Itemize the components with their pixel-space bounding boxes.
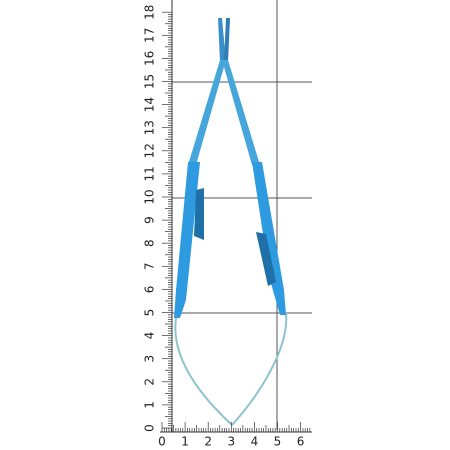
vertical-ruler-label: 18: [143, 5, 157, 20]
horizontal-ruler-label: 6: [297, 435, 305, 449]
horizontal-ruler-label: 1: [181, 435, 189, 449]
vertical-ruler-label: 4: [143, 332, 157, 340]
vertical-ruler-label: 2: [143, 378, 157, 386]
horizontal-ruler-label: 2: [204, 435, 212, 449]
vertical-ruler-label: 3: [143, 355, 157, 363]
vertical-ruler-label: 14: [143, 97, 157, 112]
vertical-ruler-label: 9: [143, 216, 157, 224]
horizontal-ruler-label: 0: [158, 435, 166, 449]
horizontal-ruler-label: 3: [227, 435, 235, 449]
horizontal-ruler-label: 4: [251, 435, 259, 449]
vertical-ruler-label: 5: [143, 309, 157, 317]
vertical-ruler-label: 6: [143, 286, 157, 294]
vertical-ruler-label: 13: [143, 120, 157, 135]
vertical-ruler-label: 8: [143, 239, 157, 247]
vertical-ruler-label: 1: [143, 401, 157, 409]
vertical-ruler-label: 0: [143, 424, 157, 432]
vertical-ruler-label: 11: [143, 166, 157, 181]
vertical-ruler-label: 15: [143, 74, 157, 89]
vertical-ruler-label: 12: [143, 143, 157, 158]
needle-holder: [174, 18, 288, 426]
vertical-ruler-label: 7: [143, 262, 157, 270]
horizontal-ruler-label: 5: [274, 435, 282, 449]
vertical-ruler-label: 17: [143, 28, 157, 43]
vertical-ruler-label: 16: [143, 51, 157, 66]
vertical-ruler-label: 10: [143, 189, 157, 204]
